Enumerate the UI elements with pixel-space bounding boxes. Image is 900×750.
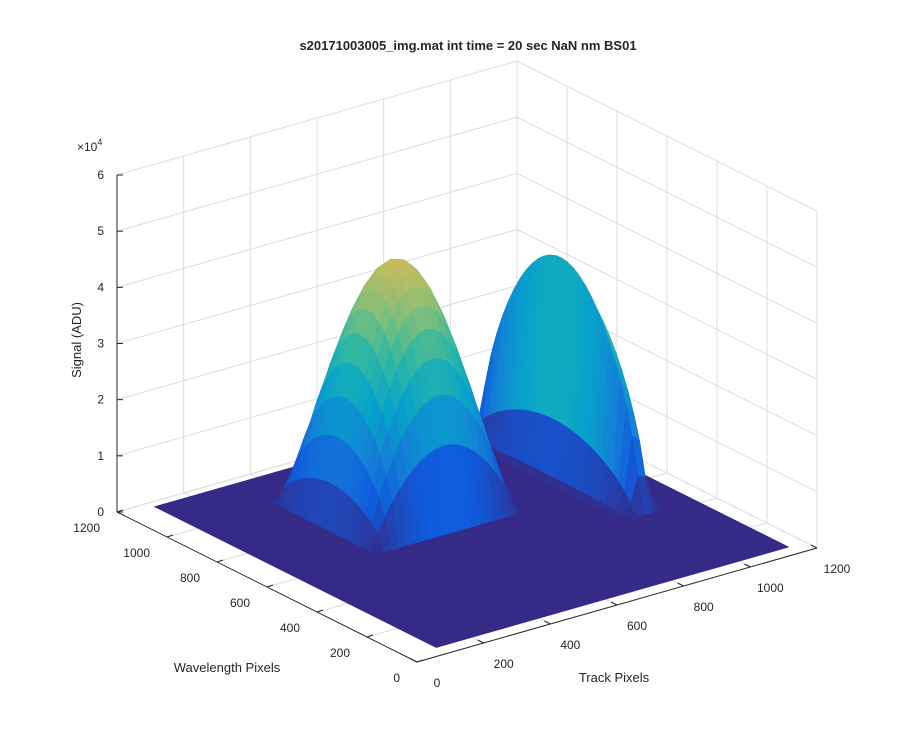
x-tick-label: 200 xyxy=(494,657,514,671)
chart-title: s20171003005_img.mat int time = 20 sec N… xyxy=(299,38,636,53)
x-tick-label: 1000 xyxy=(757,581,784,595)
x-tick-label: 800 xyxy=(694,600,714,614)
z-tick-label: 1 xyxy=(97,449,104,463)
x-tick-mark xyxy=(810,544,818,549)
y-tick-label: 600 xyxy=(230,596,250,610)
back-wall-gridline xyxy=(116,229,518,344)
tick-labels: 0200400600800100012000200400600800100012… xyxy=(73,168,850,690)
x-tick-mark xyxy=(544,620,551,625)
x-tick-mark xyxy=(477,639,484,644)
side-wall-gridline xyxy=(516,116,818,268)
y-tick-label: 800 xyxy=(180,571,200,585)
x-tick-label: 600 xyxy=(627,619,647,633)
x-tick-mark xyxy=(410,658,418,663)
z-tick-label: 5 xyxy=(97,224,104,238)
side-wall-gridline xyxy=(516,60,818,212)
surface xyxy=(153,254,790,648)
x-tick-mark xyxy=(610,601,618,606)
z-exponent-label: ×104 xyxy=(77,137,102,154)
z-tick-label: 6 xyxy=(97,168,104,182)
z-tick-label: 4 xyxy=(97,280,104,294)
z-axis-label: Signal (ADU) xyxy=(69,302,84,378)
back-wall-gridline xyxy=(116,172,518,288)
y-tick-label: 0 xyxy=(393,671,400,685)
x-tick-mark xyxy=(677,582,684,587)
x-tick-label: 400 xyxy=(560,638,580,652)
side-wall-gridline xyxy=(516,229,818,380)
y-tick-mark xyxy=(416,659,424,663)
y-axis-label: Wavelength Pixels xyxy=(174,660,281,675)
z-tick-label: 3 xyxy=(97,337,104,351)
y-tick-label: 1000 xyxy=(123,546,150,560)
back-wall-gridline xyxy=(116,60,518,176)
y-tick-mark xyxy=(316,609,324,613)
y-tick-mark xyxy=(216,559,224,563)
surface-patch xyxy=(369,533,384,555)
y-tick-label: 400 xyxy=(280,621,300,635)
y-tick-label: 200 xyxy=(330,646,350,660)
surface-patch xyxy=(609,511,624,519)
z-tick-label: 2 xyxy=(97,393,104,407)
y-tick-mark xyxy=(266,584,274,588)
y-tick-mark xyxy=(366,634,374,638)
side-wall-gridline xyxy=(516,172,818,324)
z-tick-label: 0 xyxy=(97,505,104,519)
x-tick-label: 0 xyxy=(434,676,441,690)
x-axis-label: Track Pixels xyxy=(579,670,650,685)
y-tick-mark xyxy=(166,534,174,538)
x-tick-label: 1200 xyxy=(824,562,851,576)
y-tick-label: 1200 xyxy=(73,521,100,535)
surface-patch xyxy=(622,503,637,520)
back-wall-gridline xyxy=(116,285,518,401)
back-wall-gridline xyxy=(116,116,518,232)
x-tick-mark xyxy=(744,563,751,568)
